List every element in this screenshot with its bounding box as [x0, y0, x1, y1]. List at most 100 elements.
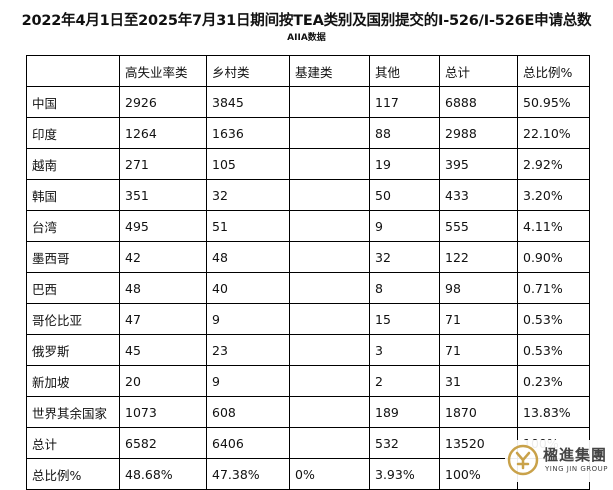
table-row: 墨西哥 42 48 32 122 0.90%	[26, 241, 590, 273]
table-cell: 32	[206, 179, 290, 211]
row-label-cell: 中国	[26, 86, 120, 118]
table-cell: 15	[369, 303, 440, 335]
column-header: 其他	[369, 55, 440, 87]
logo-name-cn: 楹進集團	[543, 446, 608, 464]
table-cell: 50	[369, 179, 440, 211]
table-cell	[289, 334, 370, 366]
page-subtitle: AIIA数据	[287, 33, 326, 43]
column-header: 乡村类	[206, 55, 290, 87]
table-cell: 45	[119, 334, 207, 366]
row-label-cell: 世界其余国家	[26, 396, 120, 428]
data-table: 高失业率类 乡村类 基建类 其他 总计 总比例% 中国 2926 3845 117 6888 50.9…	[26, 55, 590, 490]
table-cell	[289, 86, 370, 118]
table-cell: 1636	[206, 117, 290, 149]
row-label-cell: 台湾	[26, 210, 120, 242]
table-cell: 13.83%	[517, 396, 590, 428]
row-label-cell: 印度	[26, 117, 120, 149]
row-label-cell: 巴西	[26, 272, 120, 304]
table-cell: 32	[369, 241, 440, 273]
table-cell: 4.11%	[517, 210, 590, 242]
table-cell: 0.53%	[517, 303, 590, 335]
table-cell: 48	[119, 272, 207, 304]
table-cell: 19	[369, 148, 440, 180]
table-cell: 42	[119, 241, 207, 273]
table-row: 中国 2926 3845 117 6888 50.95%	[26, 86, 590, 118]
table-cell: 51	[206, 210, 290, 242]
table-cell: 20	[119, 365, 207, 397]
table-row: 世界其余国家 1073 608 189 1870 13.83%	[26, 396, 590, 428]
table-row: 巴西 48 40 8 98 0.71%	[26, 272, 590, 304]
row-label-cell: 韩国	[26, 179, 120, 211]
table-cell	[289, 241, 370, 273]
table-cell	[289, 396, 370, 428]
table-cell: 6888	[439, 86, 518, 118]
table-cell: 9	[206, 303, 290, 335]
logo-emblem-icon	[507, 444, 539, 476]
logo-name-en: YING JIN GROUP	[545, 465, 608, 473]
row-label-cell: 越南	[26, 148, 120, 180]
table-cell: 3845	[206, 86, 290, 118]
table-cell: 2	[369, 365, 440, 397]
column-header: 总计	[439, 55, 518, 87]
table-cell: 532	[369, 427, 440, 459]
table-row: 哥伦比亚 47 9 15 71 0.53%	[26, 303, 590, 335]
table-cell: 71	[439, 334, 518, 366]
table-cell: 555	[439, 210, 518, 242]
table-cell	[289, 117, 370, 149]
table-cell: 88	[369, 117, 440, 149]
table-cell: 9	[206, 365, 290, 397]
column-header: 基建类	[289, 55, 370, 87]
table-cell: 31	[439, 365, 518, 397]
table-cell	[289, 365, 370, 397]
table-cell: 40	[206, 272, 290, 304]
table-cell: 1073	[119, 396, 207, 428]
column-header	[26, 55, 120, 87]
table-cell: 0.53%	[517, 334, 590, 366]
table-cell: 351	[119, 179, 207, 211]
table-cell: 189	[369, 396, 440, 428]
row-label-cell: 墨西哥	[26, 241, 120, 273]
table-cell: 495	[119, 210, 207, 242]
row-label-cell: 新加坡	[26, 365, 120, 397]
table-cell	[289, 303, 370, 335]
table-row: 越南 271 105 19 395 2.92%	[26, 148, 590, 180]
table-cell: 2988	[439, 117, 518, 149]
table-cell: 2.92%	[517, 148, 590, 180]
table-cell	[289, 427, 370, 459]
table-cell	[289, 148, 370, 180]
table-cell: 0.90%	[517, 241, 590, 273]
table-cell: 122	[439, 241, 518, 273]
table-cell: 105	[206, 148, 290, 180]
table-cell: 395	[439, 148, 518, 180]
table-cell: 48	[206, 241, 290, 273]
table-cell: 6406	[206, 427, 290, 459]
table-cell: 271	[119, 148, 207, 180]
row-label-cell: 总计	[26, 427, 120, 459]
table-cell: 9	[369, 210, 440, 242]
table-cell: 2926	[119, 86, 207, 118]
row-label-cell: 俄罗斯	[26, 334, 120, 366]
table-cell: 0.23%	[517, 365, 590, 397]
table-cell	[289, 272, 370, 304]
table-cell: 71	[439, 303, 518, 335]
table-cell: 6582	[119, 427, 207, 459]
table-header-row: 高失业率类 乡村类 基建类 其他 总计 总比例%	[26, 55, 590, 87]
table-row: 韩国 351 32 50 433 3.20%	[26, 179, 590, 211]
table-cell: 98	[439, 272, 518, 304]
table-cell: 1264	[119, 117, 207, 149]
table-cell: 8	[369, 272, 440, 304]
table-row: 俄罗斯 45 23 3 71 0.53%	[26, 334, 590, 366]
table-cell: 47	[119, 303, 207, 335]
table-cell: 3	[369, 334, 440, 366]
table-cell	[289, 210, 370, 242]
company-logo: 楹進集團 YING JIN GROUP	[505, 440, 613, 482]
column-header: 高失业率类	[119, 55, 207, 87]
table-row: 印度 1264 1636 88 2988 22.10%	[26, 117, 590, 149]
table-cell	[289, 179, 370, 211]
page-title: 2022年4月1日至2025年7月31日期间按TEA类别及国别提交的I-526/…	[21, 13, 592, 29]
table-row: 新加坡 20 9 2 31 0.23%	[26, 365, 590, 397]
table-row: 台湾 495 51 9 555 4.11%	[26, 210, 590, 242]
table-cell: 3.20%	[517, 179, 590, 211]
table-cell: 433	[439, 179, 518, 211]
table-cell: 117	[369, 86, 440, 118]
